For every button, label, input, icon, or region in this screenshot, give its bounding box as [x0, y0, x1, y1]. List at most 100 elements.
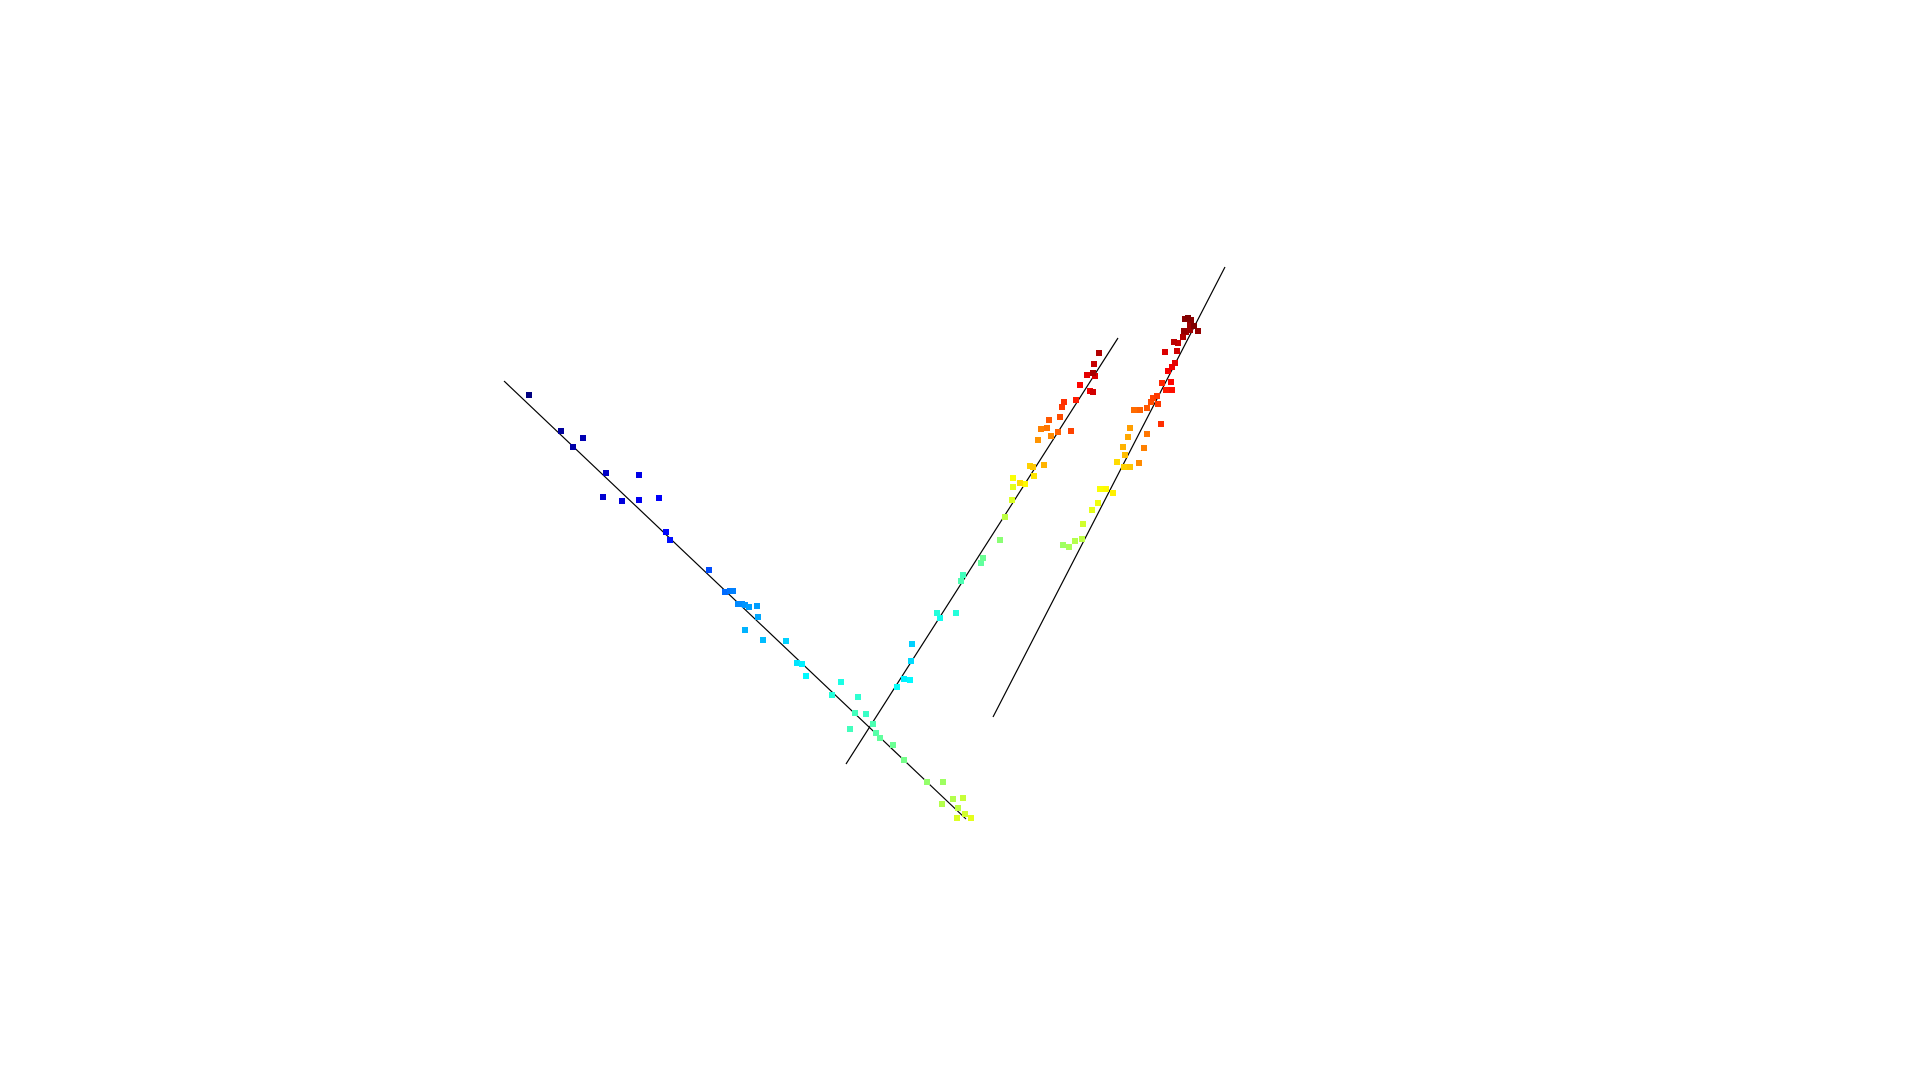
data-point [1073, 397, 1079, 403]
data-point [1080, 521, 1086, 527]
data-point [1127, 425, 1133, 431]
data-points [526, 315, 1201, 821]
data-point [1068, 428, 1074, 434]
data-point [526, 392, 532, 398]
data-point [1077, 382, 1083, 388]
data-point [558, 428, 564, 434]
data-point [1110, 490, 1116, 496]
data-point [950, 796, 956, 802]
data-point [794, 660, 800, 666]
data-point [1120, 444, 1126, 450]
data-point [580, 435, 586, 441]
data-point [636, 472, 642, 478]
data-point [1191, 323, 1197, 329]
data-point [1035, 437, 1041, 443]
data-point [1165, 368, 1171, 374]
data-point [1137, 407, 1143, 413]
data-point [1010, 484, 1016, 490]
data-point [663, 529, 669, 535]
data-point [1136, 460, 1142, 466]
data-point [1169, 364, 1175, 370]
data-point [1030, 464, 1036, 470]
data-point [619, 498, 625, 504]
data-point [1172, 360, 1178, 366]
data-point [636, 497, 642, 503]
data-point [1048, 433, 1054, 439]
data-point [1072, 538, 1078, 544]
data-point [1175, 340, 1181, 346]
data-point [1125, 434, 1131, 440]
data-point [1131, 407, 1137, 413]
data-point [870, 721, 876, 727]
data-point [1017, 480, 1023, 486]
data-point [1187, 327, 1193, 333]
data-point [1181, 328, 1187, 334]
data-point [863, 711, 869, 717]
data-point [1154, 393, 1160, 399]
data-point [742, 627, 748, 633]
data-point [939, 801, 945, 807]
data-point [754, 603, 760, 609]
data-point [1059, 404, 1065, 410]
data-point [1144, 405, 1150, 411]
data-point [667, 537, 673, 543]
data-point [937, 615, 943, 621]
data-point [1148, 399, 1154, 405]
data-point [909, 641, 915, 647]
data-point [1084, 372, 1090, 378]
data-point [742, 602, 748, 608]
data-point [760, 637, 766, 643]
data-point [908, 658, 914, 664]
data-point [1121, 464, 1127, 470]
data-point [1066, 544, 1072, 550]
data-point [1174, 348, 1180, 354]
data-point [1095, 500, 1101, 506]
data-point [600, 494, 606, 500]
data-point [1096, 350, 1102, 356]
data-point [955, 805, 961, 811]
data-point [1097, 486, 1103, 492]
data-point [960, 795, 966, 801]
data-point [730, 588, 736, 594]
data-point [799, 661, 805, 667]
data-point [706, 567, 712, 573]
fit-line-2 [845, 337, 1119, 765]
data-point [1155, 401, 1161, 407]
data-point [783, 638, 789, 644]
data-point [1163, 387, 1169, 393]
data-point [934, 610, 940, 616]
data-point [1090, 370, 1096, 376]
data-point [907, 677, 913, 683]
data-point [960, 572, 966, 578]
data-point [570, 444, 576, 450]
data-point [1089, 507, 1095, 513]
data-point [901, 757, 907, 763]
fit-lines [503, 266, 1226, 820]
data-point [656, 495, 662, 501]
data-point [1185, 315, 1191, 321]
data-point [954, 815, 960, 821]
data-point [722, 589, 728, 595]
data-point [1061, 399, 1067, 405]
data-point [962, 811, 968, 817]
data-point [1122, 452, 1128, 458]
data-point [1158, 421, 1164, 427]
data-point [1127, 464, 1133, 470]
data-point [1187, 322, 1193, 328]
data-point [1009, 497, 1015, 503]
data-point [1180, 334, 1186, 340]
data-point [1150, 395, 1156, 401]
data-point [894, 684, 900, 690]
data-point [1103, 486, 1109, 492]
data-point [855, 694, 861, 700]
data-point [877, 735, 883, 741]
data-point [924, 779, 930, 785]
data-point [980, 555, 986, 561]
data-point [968, 815, 974, 821]
data-point [1055, 429, 1061, 435]
data-point [1044, 425, 1050, 431]
data-point [940, 779, 946, 785]
data-point [873, 730, 879, 736]
